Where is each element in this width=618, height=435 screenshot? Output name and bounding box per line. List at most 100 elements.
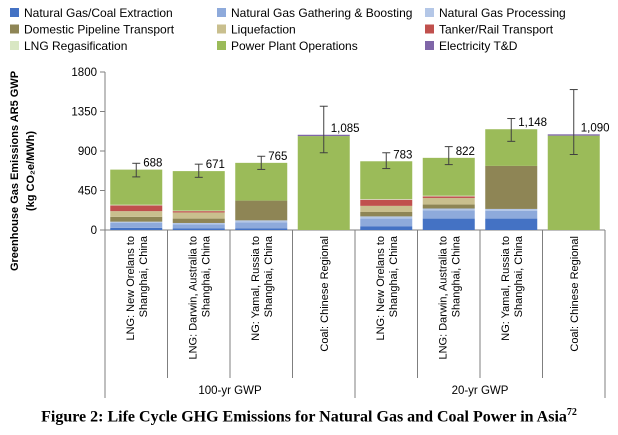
bar-segment-liquefaction (110, 211, 163, 217)
bar-segment-natural-gas-processing (172, 222, 225, 225)
legend-swatch (217, 41, 226, 50)
bar-segment-natural-gas-coal-extraction (110, 227, 163, 230)
bar-segment-liquefaction (422, 197, 475, 205)
x-axis: LNG: New Orelans to Shanghai, China LNG: D… (125, 235, 581, 397)
total-data-label: 765 (268, 151, 287, 163)
error-bar (507, 118, 516, 142)
error-bar (319, 105, 328, 154)
bar-segment-domestic-pipeline-transport (110, 216, 163, 222)
bar-segment-lng-regasification (110, 204, 163, 206)
bar-segment-natural-gas-coal-extraction (172, 228, 225, 230)
x-tick-label: NG: Yamal, Russia to (250, 236, 262, 341)
legend-label: Tanker/Rail Transport (439, 23, 554, 37)
bar-segment-natural-gas-processing (360, 216, 413, 219)
bar-segment-natural-gas-gathering-boosting (360, 218, 413, 227)
figure-caption: Figure 2: Life Cycle GHG Emissions for N… (0, 407, 618, 426)
y-axis-title-line: Greenhouse Gas Emissions AR5 GWP (9, 71, 21, 271)
y-tick-label: 450 (78, 186, 97, 198)
bar-segment-natural-gas-coal-extraction (422, 218, 475, 230)
bar-segment-tanker-rail-transport (360, 199, 413, 206)
error-bar (194, 163, 203, 178)
legend-label: Electricity T&D (439, 39, 518, 53)
bar-segment-natural-gas-coal-extraction (485, 218, 538, 230)
total-labels: 688 671 765 1,085 783 822 1,148 1,090 (143, 117, 609, 171)
bar-segment-lng-regasification (172, 210, 225, 212)
x-group-label: 100-yr GWP (198, 385, 262, 397)
legend-label: Liquefaction (231, 23, 296, 37)
legend-swatch (10, 8, 19, 17)
x-tick-label: LNG: New Orelans to (375, 236, 387, 341)
y-tick-label: 0 (91, 225, 97, 237)
x-tick-label: LNG: Darwin, Australia to (437, 236, 449, 360)
bar-segment-natural-gas-processing (422, 208, 475, 211)
bar-segment-natural-gas-gathering-boosting (172, 224, 225, 229)
x-tick-label: Shanghai, China (138, 235, 150, 317)
total-data-label: 783 (393, 149, 412, 161)
legend-swatch (425, 41, 434, 50)
bar-stack (485, 129, 538, 230)
bar-segment-natural-gas-gathering-boosting (110, 222, 163, 228)
total-data-label: 1,148 (518, 117, 547, 129)
bar-segment-natural-gas-coal-extraction (235, 228, 288, 230)
legend-label: Natural Gas Processing (439, 6, 566, 20)
bar-segment-natural-gas-gathering-boosting (485, 210, 538, 219)
legend-item-liquefaction: Liquefaction (217, 23, 296, 37)
bar-stack (422, 157, 475, 230)
error-bars (132, 89, 578, 178)
bar-segment-natural-gas-processing (235, 220, 288, 223)
legend-item-tanker-rail-transport: Tanker/Rail Transport (425, 23, 554, 37)
caption-text: Figure 2: Life Cycle GHG Emissions for N… (41, 408, 567, 426)
total-data-label: 671 (206, 159, 225, 171)
total-data-label: 822 (456, 146, 475, 158)
bar-segment-lng-regasification (360, 199, 413, 200)
legend-label: Natural Gas/Coal Extraction (24, 6, 173, 20)
x-tick-label: LNG: New Orelans to (125, 236, 137, 341)
legend-item-lng-regasification: LNG Regasification (10, 39, 127, 53)
x-group-label: 20-yr GWP (452, 385, 509, 397)
legend-label: Power Plant Operations (231, 39, 358, 53)
bar-segment-natural-gas-coal-extraction (360, 226, 413, 230)
y-tick-label: 900 (78, 146, 97, 158)
bar-stack (110, 169, 163, 230)
caption-superscript: 72 (566, 407, 577, 418)
legend-item-domestic-pipeline-transport: Domestic Pipeline Transport (10, 23, 175, 37)
legend-swatch (10, 41, 19, 50)
bars (110, 129, 600, 230)
bar-stack (360, 161, 413, 230)
bar-segment-liquefaction (360, 205, 413, 213)
bar-segment-natural-gas-processing (110, 221, 163, 223)
x-tick-label: Shanghai, China (450, 235, 462, 317)
legend-swatch (425, 8, 434, 17)
bar-segment-liquefaction (172, 212, 225, 219)
bar-segment-natural-gas-gathering-boosting (422, 210, 475, 219)
legend-item-natural-gas-gathering-boosting: Natural Gas Gathering & Boosting (217, 6, 412, 20)
legend-item-electricity-t-d: Electricity T&D (425, 39, 518, 53)
bar-segment-tanker-rail-transport (110, 205, 163, 212)
bar-segment-tanker-rail-transport (422, 196, 475, 198)
bar-segment-domestic-pipeline-transport (422, 204, 475, 209)
y-axis-title-line: (kg CO₂e/MWh) (25, 131, 37, 211)
x-tick-label: Shanghai, China (513, 235, 525, 317)
total-data-label: 688 (143, 158, 162, 170)
bar-segment-tanker-rail-transport (172, 211, 225, 213)
legend-swatch (217, 24, 226, 34)
y-axis-label: Greenhouse Gas Emissions AR5 GWP (kg CO₂e… (9, 71, 37, 271)
error-bar (382, 152, 391, 170)
legend-item-natural-gas-coal-extraction: Natural Gas/Coal Extraction (10, 6, 173, 20)
y-axis: 0 450 900 1350 1800 (71, 67, 106, 237)
bar-segment-lng-regasification (422, 195, 475, 197)
x-tick-label: Shanghai, China (263, 235, 275, 317)
bar-segment-domestic-pipeline-transport (360, 212, 413, 217)
legend-label: Domestic Pipeline Transport (24, 23, 175, 37)
error-bar (444, 146, 453, 166)
bar-stack (235, 162, 288, 230)
bar-segment-domestic-pipeline-transport (235, 200, 288, 221)
x-tick-label: Shanghai, China (388, 235, 400, 317)
x-tick-label: Coal: Chinese Regional (319, 236, 331, 352)
x-tick-label: LNG: Darwin, Australia to (187, 236, 199, 360)
error-bar (132, 162, 141, 178)
legend-swatch (10, 24, 19, 34)
chart-legend: Natural Gas/Coal Extraction Natural Gas G… (10, 6, 566, 53)
plot-frame (104, 229, 606, 398)
